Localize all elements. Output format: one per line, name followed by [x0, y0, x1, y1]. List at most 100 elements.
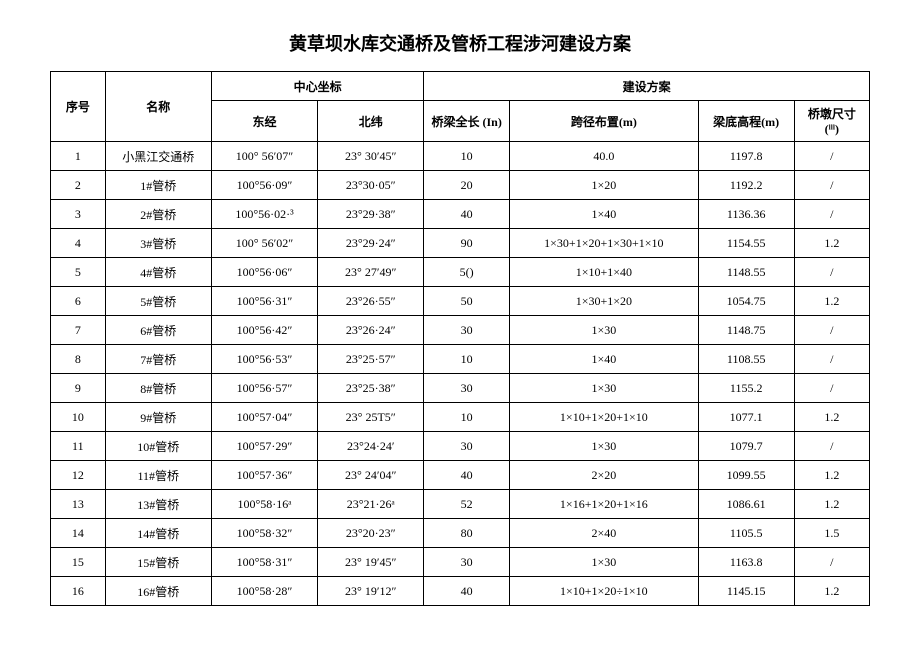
cell-north: 23°24·24′ [318, 432, 424, 461]
header-east: 东经 [211, 101, 317, 142]
table-row: 1313#管桥100°58·16ᵃ23°21·26ᵃ521×16+1×20+1×… [51, 490, 870, 519]
table-row: 1211#管桥100°57·36″23° 24′04″402×201099.55… [51, 461, 870, 490]
cell-length: 20 [424, 171, 510, 200]
header-pier: 桥墩尺寸 (ˡˡˡ) [794, 101, 869, 142]
table-row: 54#管桥100°56·06″23° 27′49″5()1×10+1×40114… [51, 258, 870, 287]
table-row: 87#管桥100°56·53″23°25·57″101×401108.55/ [51, 345, 870, 374]
cell-east: 100°57·04″ [211, 403, 317, 432]
cell-name: 小黑江交通桥 [105, 142, 211, 171]
cell-name: 5#管桥 [105, 287, 211, 316]
cell-north: 23°29·24″ [318, 229, 424, 258]
cell-north: 23°26·55″ [318, 287, 424, 316]
cell-length: 40 [424, 577, 510, 606]
cell-elev: 1099.55 [698, 461, 794, 490]
cell-length: 90 [424, 229, 510, 258]
header-north: 北纬 [318, 101, 424, 142]
table-row: 65#管桥100°56·31″23°26·55″501×30+1×201054.… [51, 287, 870, 316]
cell-span: 1×10+1×20+1×10 [509, 403, 698, 432]
cell-name: 7#管桥 [105, 345, 211, 374]
cell-span: 1×40 [509, 345, 698, 374]
cell-east: 100° 56′02″ [211, 229, 317, 258]
cell-span: 2×20 [509, 461, 698, 490]
cell-seq: 1 [51, 142, 106, 171]
cell-elev: 1054.75 [698, 287, 794, 316]
cell-seq: 15 [51, 548, 106, 577]
table-row: 98#管桥100°56·57″23°25·38″301×301155.2/ [51, 374, 870, 403]
cell-pier: / [794, 316, 869, 345]
cell-name: 13#管桥 [105, 490, 211, 519]
cell-elev: 1086.61 [698, 490, 794, 519]
cell-pier: 1.2 [794, 229, 869, 258]
cell-pier: 1.2 [794, 461, 869, 490]
cell-pier: 1.2 [794, 403, 869, 432]
cell-seq: 7 [51, 316, 106, 345]
cell-north: 23° 27′49″ [318, 258, 424, 287]
cell-span: 1×30 [509, 432, 698, 461]
cell-elev: 1197.8 [698, 142, 794, 171]
cell-seq: 13 [51, 490, 106, 519]
cell-name: 15#管桥 [105, 548, 211, 577]
header-center-coord: 中心坐标 [211, 72, 423, 101]
cell-east: 100°58·16ᵃ [211, 490, 317, 519]
header-seq: 序号 [51, 72, 106, 142]
cell-elev: 1145.15 [698, 577, 794, 606]
cell-span: 1×10+1×40 [509, 258, 698, 287]
cell-north: 23°30·05″ [318, 171, 424, 200]
cell-length: 40 [424, 200, 510, 229]
cell-north: 23°21·26ᵃ [318, 490, 424, 519]
cell-name: 14#管桥 [105, 519, 211, 548]
cell-pier: / [794, 142, 869, 171]
cell-length: 30 [424, 432, 510, 461]
table-row: 21#管桥100°56·09″23°30·05″201×201192.2/ [51, 171, 870, 200]
cell-span: 1×10+1×20÷1×10 [509, 577, 698, 606]
cell-pier: / [794, 171, 869, 200]
cell-north: 23°25·57″ [318, 345, 424, 374]
cell-elev: 1163.8 [698, 548, 794, 577]
cell-length: 10 [424, 403, 510, 432]
cell-seq: 14 [51, 519, 106, 548]
cell-elev: 1148.75 [698, 316, 794, 345]
cell-elev: 1105.5 [698, 519, 794, 548]
cell-pier: / [794, 432, 869, 461]
cell-east: 100°56·09″ [211, 171, 317, 200]
cell-name: 16#管桥 [105, 577, 211, 606]
cell-length: 30 [424, 316, 510, 345]
cell-pier: / [794, 374, 869, 403]
table-row: 76#管桥100°56·42″23°26·24″301×301148.75/ [51, 316, 870, 345]
table-body: 1小黑江交通桥100° 56′07″23° 30′45″1040.01197.8… [51, 142, 870, 606]
cell-seq: 8 [51, 345, 106, 374]
cell-pier: / [794, 200, 869, 229]
cell-span: 1×16+1×20+1×16 [509, 490, 698, 519]
cell-elev: 1079.7 [698, 432, 794, 461]
cell-elev: 1148.55 [698, 258, 794, 287]
cell-pier: 1.2 [794, 490, 869, 519]
cell-seq: 2 [51, 171, 106, 200]
cell-length: 30 [424, 374, 510, 403]
header-elevation: 梁底高程(m) [698, 101, 794, 142]
cell-north: 23°26·24″ [318, 316, 424, 345]
cell-length: 30 [424, 548, 510, 577]
cell-pier: / [794, 548, 869, 577]
cell-north: 23° 25T5″ [318, 403, 424, 432]
cell-name: 6#管桥 [105, 316, 211, 345]
cell-name: 4#管桥 [105, 258, 211, 287]
cell-east: 100°56·57″ [211, 374, 317, 403]
cell-east: 100°58·28″ [211, 577, 317, 606]
cell-pier: / [794, 258, 869, 287]
cell-seq: 9 [51, 374, 106, 403]
table-row: 109#管桥100°57·04″23° 25T5″101×10+1×20+1×1… [51, 403, 870, 432]
cell-north: 23°29·38″ [318, 200, 424, 229]
cell-name: 10#管桥 [105, 432, 211, 461]
cell-span: 2×40 [509, 519, 698, 548]
cell-span: 1×30 [509, 374, 698, 403]
cell-elev: 1136.36 [698, 200, 794, 229]
cell-east: 100°56·06″ [211, 258, 317, 287]
cell-seq: 5 [51, 258, 106, 287]
cell-seq: 12 [51, 461, 106, 490]
cell-seq: 4 [51, 229, 106, 258]
table-row: 43#管桥100° 56′02″23°29·24″901×30+1×20+1×3… [51, 229, 870, 258]
cell-east: 100°58·31″ [211, 548, 317, 577]
cell-east: 100°56·42″ [211, 316, 317, 345]
cell-length: 5() [424, 258, 510, 287]
cell-length: 10 [424, 142, 510, 171]
